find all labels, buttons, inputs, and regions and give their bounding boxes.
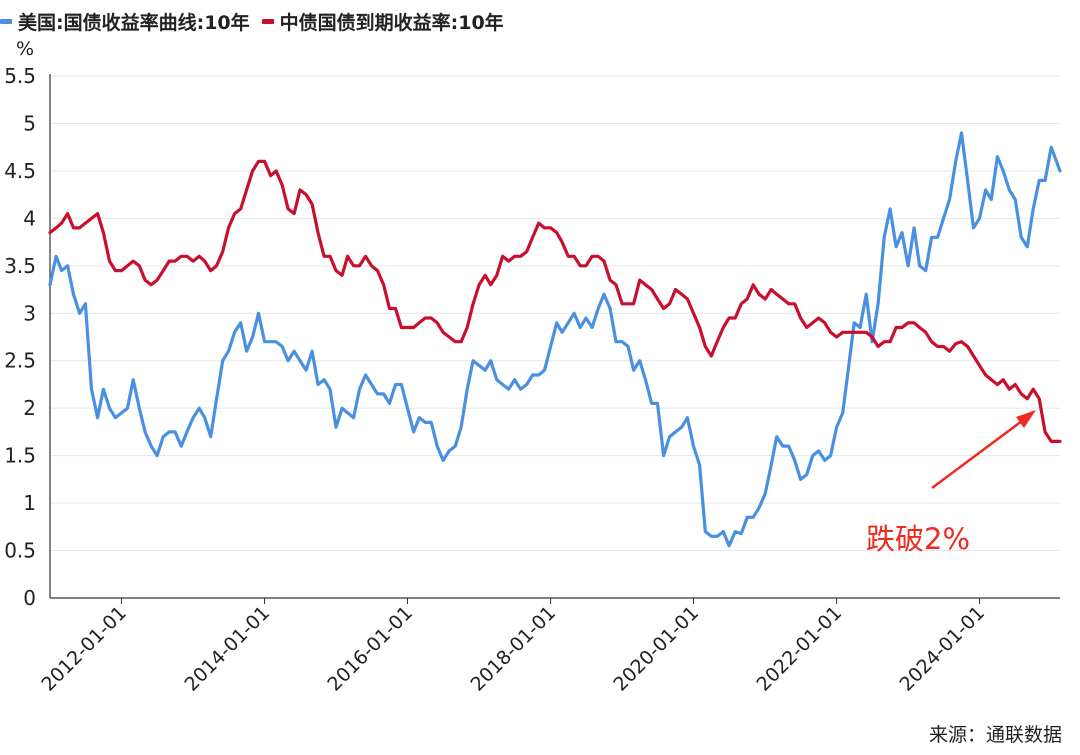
x-tick-label: 2012-01-01	[37, 602, 131, 696]
y-tick-label: 4	[23, 206, 36, 230]
x-tick-label: 2014-01-01	[180, 602, 274, 696]
x-tick-label: 2020-01-01	[609, 602, 703, 696]
y-tick-label: 4.5	[4, 159, 36, 183]
x-tick-label: 2016-01-01	[323, 602, 417, 696]
legend-label-us-10y: 美国:国债收益率曲线:10年	[18, 11, 250, 34]
annotation-arrow-line	[931, 416, 1027, 490]
legend: 美国:国债收益率曲线:10年 中债国债到期收益率:10年	[0, 8, 516, 34]
x-tick-label: 2024-01-01	[895, 602, 989, 696]
y-tick-label: 1.5	[4, 444, 36, 468]
x-tick-label: 2022-01-01	[753, 602, 847, 696]
y-tick-label: 5	[23, 111, 36, 135]
y-tick-label: 0	[23, 586, 36, 610]
annotation-arrow-head	[1016, 410, 1036, 428]
legend-item-cn-10y: 中债国债到期收益率:10年	[261, 8, 504, 35]
legend-label-cn-10y: 中债国债到期收益率:10年	[279, 11, 504, 34]
legend-swatch-cn-10y	[261, 18, 274, 24]
y-tick-label: 5.5	[4, 64, 36, 88]
source-label: 来源：通联数据	[928, 724, 1062, 746]
y-tick-label: 3.5	[4, 254, 36, 278]
legend-item-us-10y: 美国:国债收益率曲线:10年	[0, 8, 250, 35]
series-line-cn-10y	[48, 159, 1062, 443]
y-tick-label: 1	[23, 491, 36, 515]
y-tick-label: 2.5	[4, 349, 36, 373]
annotation-text: 跌破2%	[866, 522, 971, 556]
series-line-us-10y	[48, 131, 1062, 548]
legend-swatch-us-10y	[0, 18, 12, 24]
x-tick-label: 2018-01-01	[466, 602, 560, 696]
y-tick-label: 2	[23, 396, 36, 420]
y-axis-unit-label: %	[16, 38, 35, 60]
y-tick-label: 3	[23, 301, 36, 325]
y-tick-label: 0.5	[4, 539, 36, 563]
